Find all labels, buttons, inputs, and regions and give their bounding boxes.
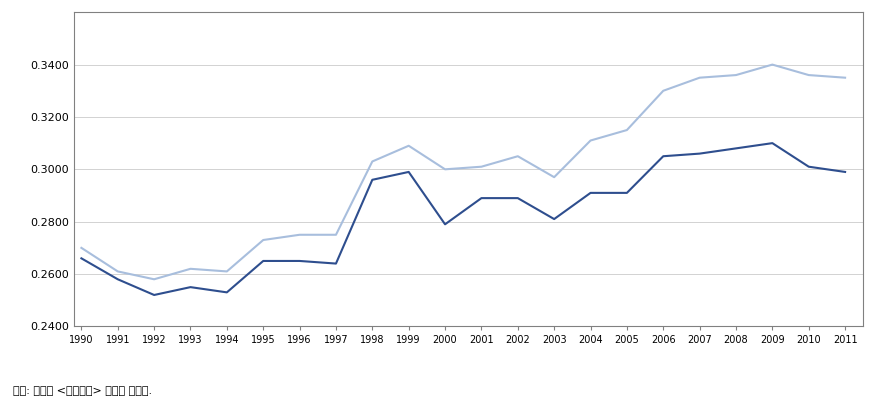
노인가구 포함 — [476, 164, 487, 169]
노인가구 포함 — [622, 128, 632, 133]
노인가구제외 — [476, 196, 487, 201]
노인가구제외 — [76, 256, 86, 261]
노인가구제외 — [694, 151, 705, 156]
노인가구 포함 — [404, 143, 414, 148]
노인가구 포함 — [731, 73, 741, 78]
노인가구 포함 — [258, 237, 269, 242]
노인가구제외 — [149, 293, 160, 297]
노인가구제외 — [767, 141, 778, 146]
노인가구제외 — [221, 290, 232, 295]
노인가구 포함 — [658, 88, 669, 93]
노인가구 포함 — [221, 269, 232, 274]
노인가구제외 — [439, 222, 450, 227]
노인가구 포함 — [439, 167, 450, 172]
노인가구 포함 — [767, 62, 778, 67]
노인가구제외 — [549, 217, 560, 222]
노인가구제외 — [513, 196, 523, 201]
노인가구제외 — [585, 191, 596, 195]
노인가구 포함 — [367, 159, 378, 164]
노인가구 포함 — [330, 232, 341, 237]
노인가구 포함 — [694, 75, 705, 80]
노인가구제외 — [731, 146, 741, 151]
노인가구 포함 — [513, 154, 523, 159]
노인가구 포함 — [149, 277, 160, 282]
노인가구 포함 — [840, 75, 850, 80]
노인가구제외 — [258, 259, 269, 264]
노인가구 포함 — [76, 245, 86, 250]
노인가구제외 — [404, 169, 414, 174]
노인가구 포함 — [549, 175, 560, 180]
Text: 자료: 통계청 <가계조사> 각년도 원자료.: 자료: 통계청 <가계조사> 각년도 원자료. — [13, 386, 153, 396]
노인가구 포함 — [803, 73, 814, 78]
노인가구제외 — [803, 164, 814, 169]
노인가구 포함 — [185, 266, 195, 271]
노인가구제외 — [185, 285, 195, 290]
노인가구제외 — [295, 259, 305, 264]
노인가구제외 — [658, 154, 669, 159]
Line: 노인가구 포함: 노인가구 포함 — [81, 64, 845, 279]
노인가구제외 — [622, 191, 632, 195]
노인가구제외 — [330, 261, 341, 266]
노인가구 포함 — [295, 232, 305, 237]
노인가구제외 — [840, 169, 850, 174]
노인가구제외 — [367, 177, 378, 182]
노인가구 포함 — [112, 269, 123, 274]
노인가구제외 — [112, 277, 123, 282]
노인가구 포함 — [585, 138, 596, 143]
Line: 노인가구제외: 노인가구제외 — [81, 143, 845, 295]
